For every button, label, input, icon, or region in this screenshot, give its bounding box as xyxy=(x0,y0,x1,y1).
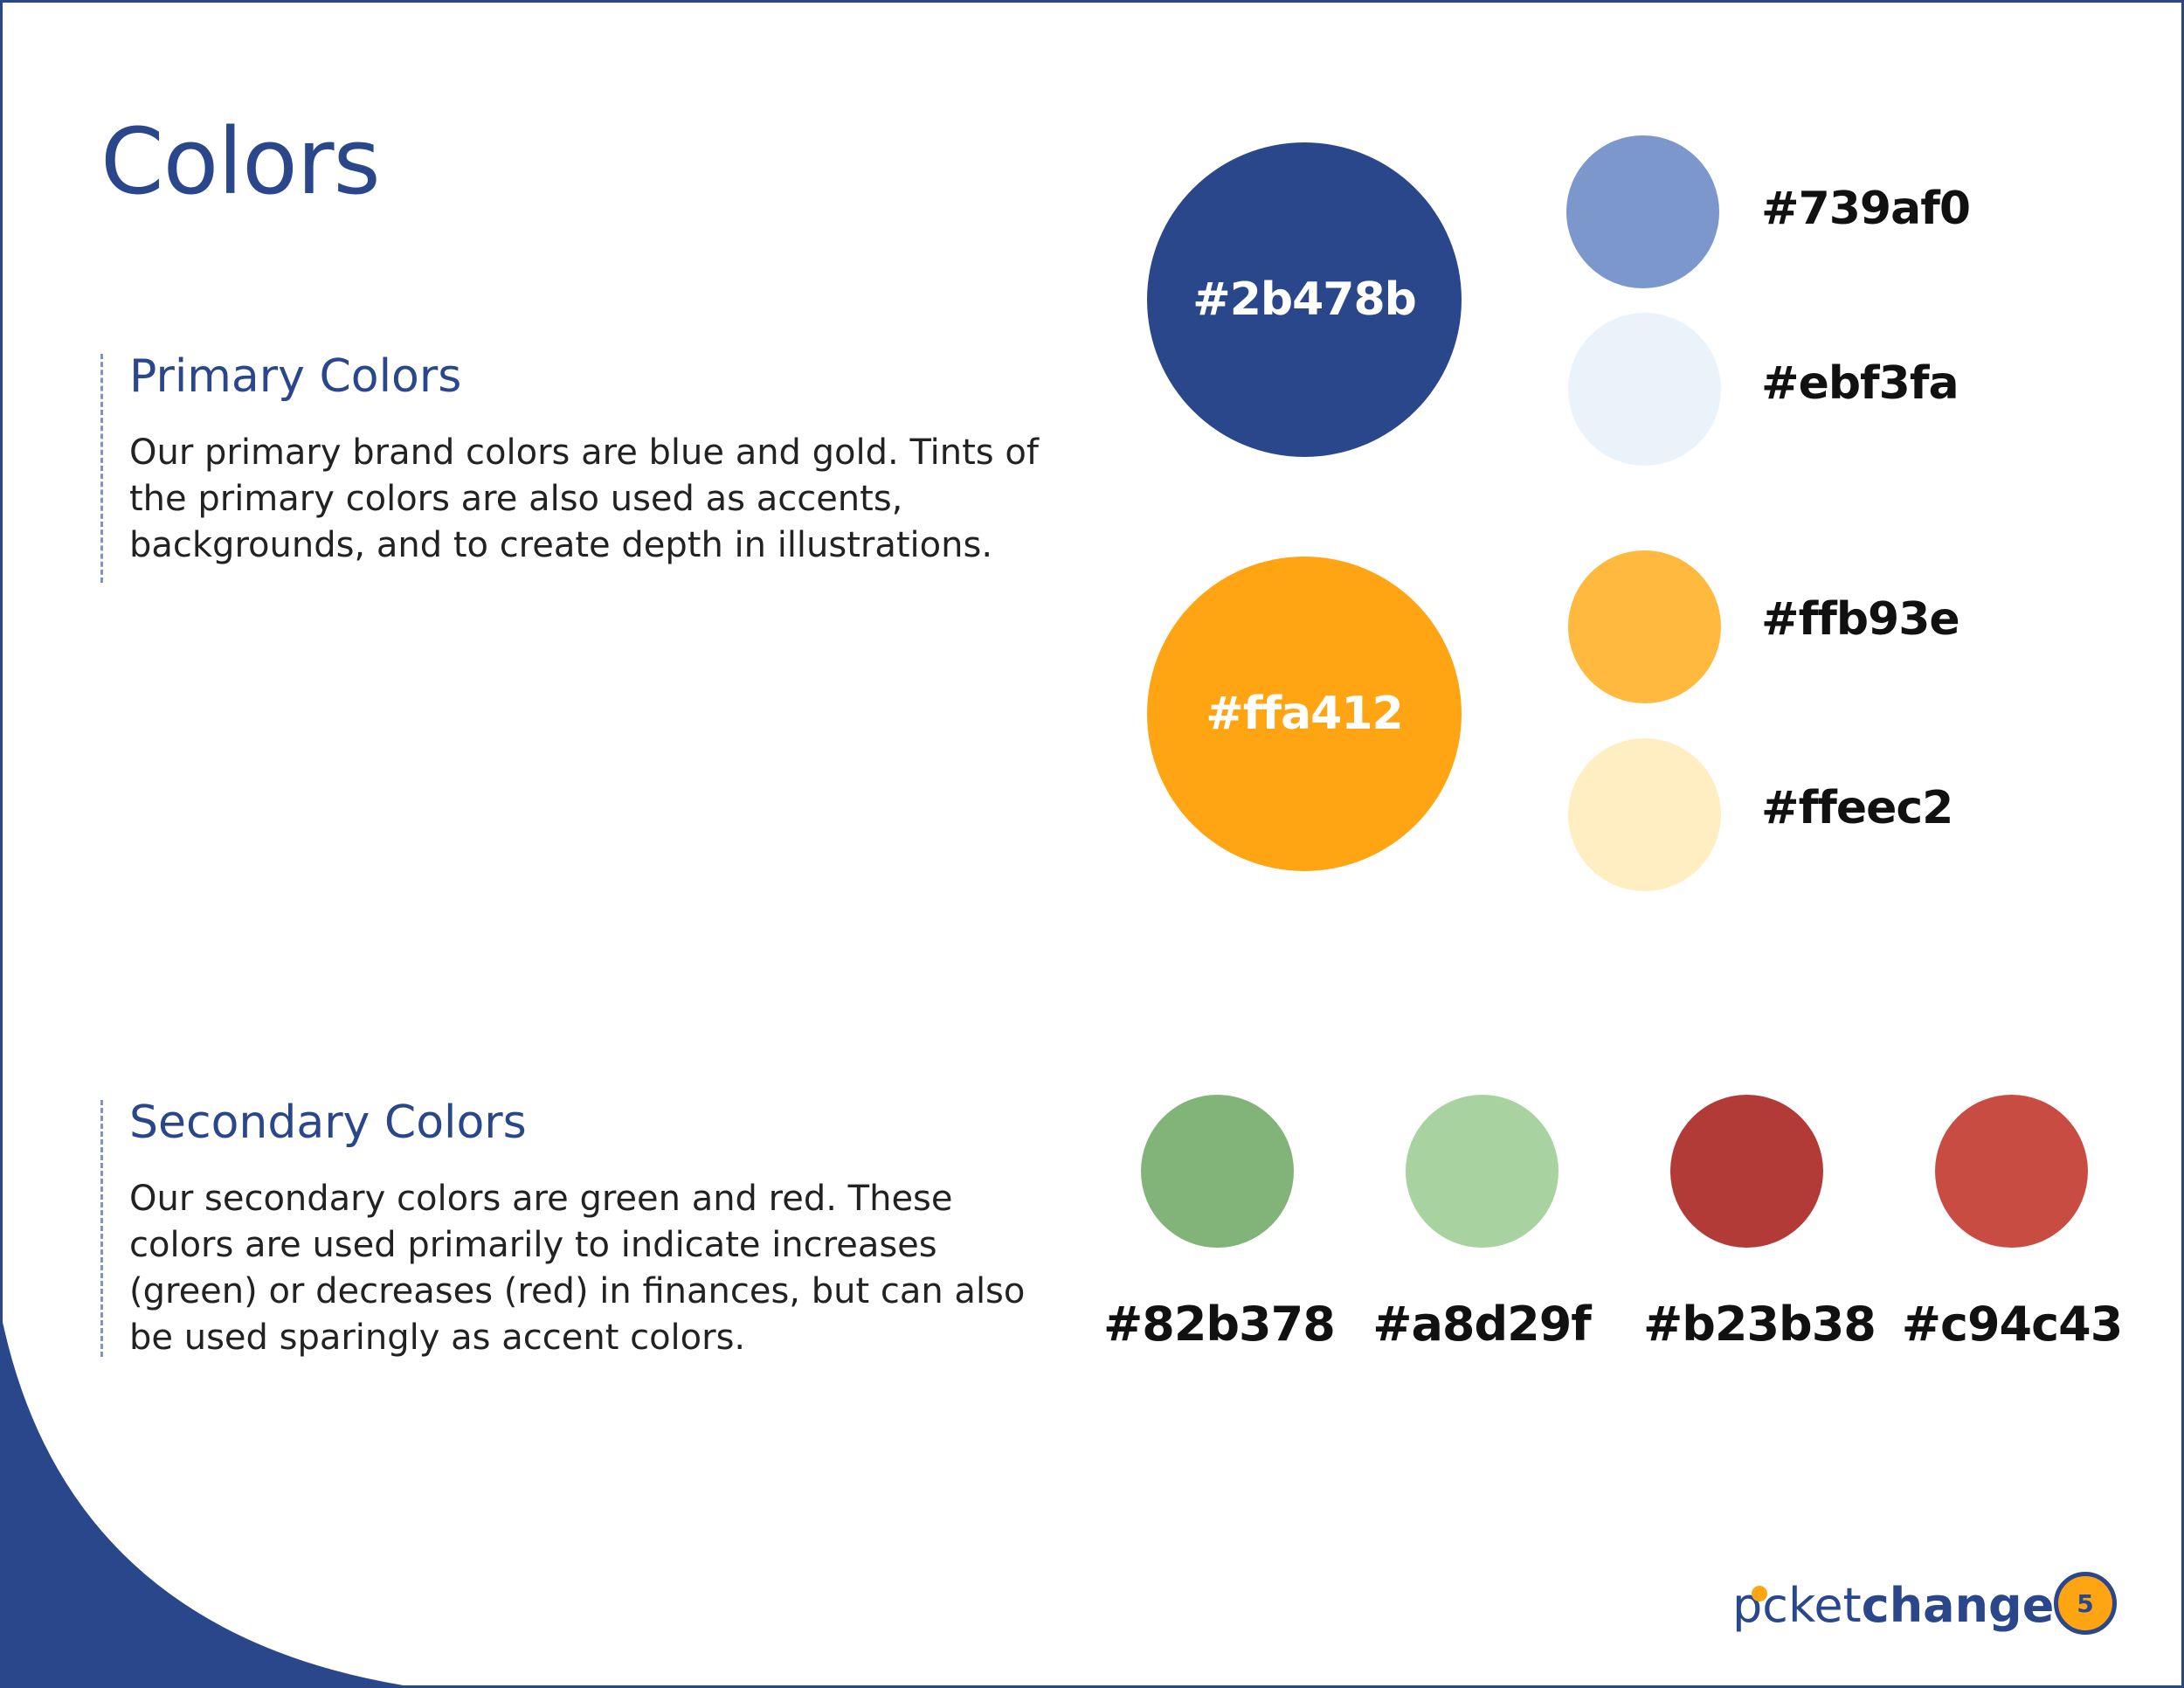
swatch-gold-tint-2 xyxy=(1568,738,1721,891)
page-title: Colors xyxy=(100,108,381,215)
primary-colors-section: Primary Colors Our primary brand colors … xyxy=(100,354,1044,583)
page-number-badge: 5 xyxy=(2054,1572,2117,1635)
swatch-green-1-label: #82b378 xyxy=(1103,1297,1336,1352)
primary-colors-heading: Primary Colors xyxy=(129,350,462,403)
swatch-red-1 xyxy=(1670,1095,1823,1248)
pocketchange-logo: pcketchange xyxy=(1732,1575,2054,1636)
secondary-colors-description: Our secondary colors are green and red. … xyxy=(129,1179,1026,1358)
secondary-colors-heading: Secondary Colors xyxy=(129,1097,527,1149)
swatch-red-2 xyxy=(1935,1095,2088,1248)
swatch-gold-tint-1 xyxy=(1568,550,1721,703)
swatch-blue-tint-2-label: #ebf3fa xyxy=(1761,357,1959,410)
swatch-green-2 xyxy=(1406,1095,1559,1248)
swatch-green-1 xyxy=(1141,1095,1294,1248)
logo-bold-text: change xyxy=(1861,1578,2055,1633)
logo-coin-dot-icon xyxy=(1752,1586,1767,1602)
swatch-gold-primary: #ffa412 xyxy=(1147,557,1462,871)
swatch-blue-tint-2 xyxy=(1568,313,1721,466)
swatch-gold-tint-2-label: #ffeec2 xyxy=(1761,782,1953,834)
secondary-colors-section: Secondary Colors Our secondary colors ar… xyxy=(100,1097,1044,1358)
swatch-blue-tint-1 xyxy=(1566,135,1719,288)
swatch-blue-tint-1-label: #739af0 xyxy=(1761,183,1971,235)
swatch-red-1-label: #b23b38 xyxy=(1643,1297,1876,1352)
swatch-blue-primary: #2b478b xyxy=(1147,142,1462,457)
swatch-red-2-label: #c94c43 xyxy=(1901,1297,2124,1352)
swatch-green-2-label: #a8d29f xyxy=(1372,1297,1592,1352)
logo-light-text: cket xyxy=(1762,1578,1862,1633)
swatch-gold-tint-1-label: #ffb93e xyxy=(1761,593,1960,646)
swatch-gold-primary-label: #ffa412 xyxy=(1206,688,1403,740)
logo-wordmark: pcketchange xyxy=(1732,1575,2054,1636)
swatch-blue-primary-label: #2b478b xyxy=(1192,273,1417,326)
corner-swoosh-decoration xyxy=(3,1322,404,1685)
primary-colors-description: Our primary brand colors are blue and go… xyxy=(129,432,1039,565)
